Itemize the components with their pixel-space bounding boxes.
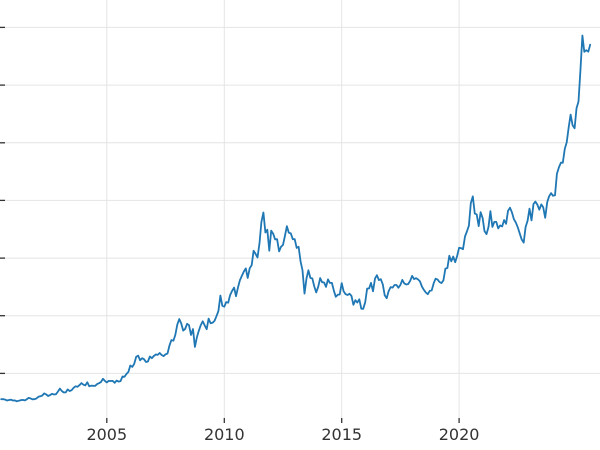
- x-tick-label: 2020: [439, 425, 480, 444]
- x-tick-label: 2005: [86, 425, 127, 444]
- x-tick-label: 2015: [321, 425, 362, 444]
- price-line: [0, 34, 592, 403]
- x-tick-label: 2010: [204, 425, 245, 444]
